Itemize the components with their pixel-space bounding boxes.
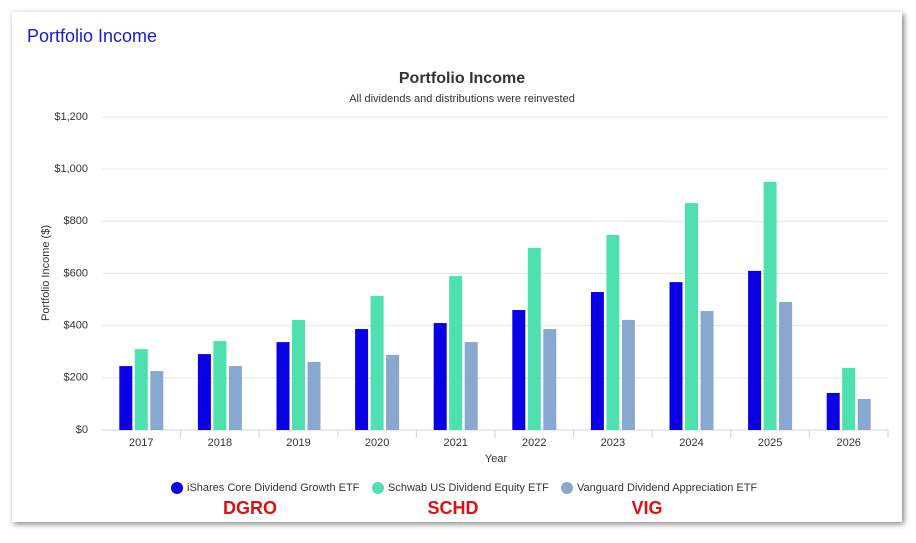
bar: [669, 282, 683, 430]
bar: [197, 354, 211, 430]
bar: [606, 234, 620, 430]
x-tick-label: 2017: [129, 437, 153, 449]
bar: [590, 292, 604, 430]
legend-label: Vanguard Dividend Appreciation ETF: [577, 482, 757, 494]
bar: [370, 295, 384, 430]
bar: [512, 310, 526, 430]
bar: [213, 341, 227, 430]
x-tick-label: 2022: [522, 437, 546, 449]
bar: [779, 301, 793, 430]
bar: [685, 203, 698, 430]
bar: [826, 392, 840, 430]
bar: [543, 329, 557, 430]
y-tick-label: $200: [64, 372, 88, 384]
bar: [857, 398, 871, 430]
bar: [119, 366, 133, 430]
chart-title: Portfolio Income: [399, 70, 525, 87]
x-tick-label: 2019: [286, 437, 310, 449]
legend-marker: [561, 482, 573, 494]
legend-label: iShares Core Dividend Growth ETF: [187, 482, 360, 494]
legend-marker: [372, 482, 384, 494]
bar: [228, 366, 242, 430]
bar: [386, 354, 400, 430]
y-tick-label: $0: [76, 424, 88, 436]
bar: [449, 276, 463, 430]
bar: [276, 342, 290, 430]
y-tick-label: $800: [64, 215, 88, 227]
annotation: DGRO: [223, 498, 277, 518]
header-title: Portfolio Income: [27, 26, 157, 46]
x-tick-label: 2021: [443, 437, 467, 449]
bar: [527, 247, 541, 430]
chart-subtitle: All dividends and distributions were rei…: [349, 93, 575, 105]
bar: [150, 371, 164, 430]
legend-marker: [171, 482, 183, 494]
bar: [307, 361, 321, 430]
x-tick-label: 2024: [679, 437, 703, 449]
annotation: SCHD: [427, 498, 478, 518]
bar: [842, 367, 856, 430]
y-axis-title: Portfolio Income ($): [40, 225, 52, 321]
y-tick-label: $600: [64, 267, 88, 279]
y-tick-label: $1,000: [54, 163, 88, 175]
y-tick-label: $1,200: [54, 111, 88, 123]
x-tick-label: 2026: [836, 437, 860, 449]
card: [12, 12, 902, 522]
x-axis-title: Year: [485, 453, 508, 465]
bar: [292, 319, 305, 430]
bar: [355, 329, 369, 430]
x-tick-label: 2020: [365, 437, 389, 449]
bar: [700, 311, 714, 430]
bar: [464, 342, 478, 430]
x-tick-label: 2018: [208, 437, 232, 449]
bar: [433, 323, 447, 430]
bar: [748, 270, 762, 430]
x-tick-label: 2025: [758, 437, 782, 449]
y-tick-label: $400: [64, 320, 88, 332]
bar: [134, 349, 148, 430]
legend-label: Schwab US Dividend Equity ETF: [388, 482, 549, 494]
bar: [621, 319, 635, 430]
bar: [763, 181, 777, 430]
annotation: VIG: [631, 498, 662, 518]
x-tick-label: 2023: [601, 437, 625, 449]
